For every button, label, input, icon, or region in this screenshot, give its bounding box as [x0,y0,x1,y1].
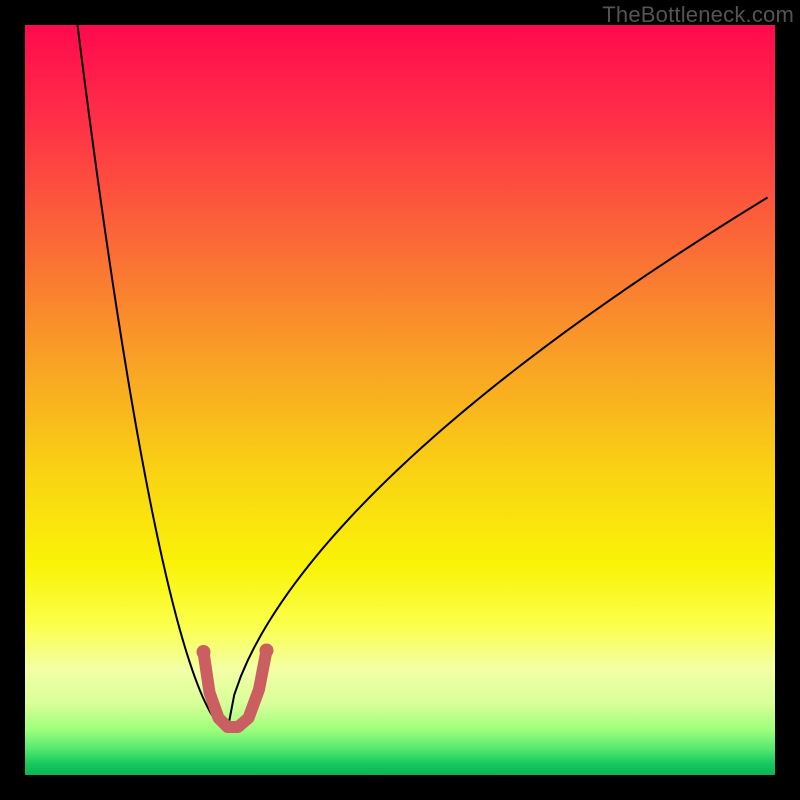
marker-start-dot [197,645,211,659]
plot-svg [25,25,775,775]
plot-area [25,25,775,775]
marker-end-dot [260,644,274,658]
chart-frame: TheBottleneck.com [0,0,800,800]
gradient-background [25,25,775,775]
